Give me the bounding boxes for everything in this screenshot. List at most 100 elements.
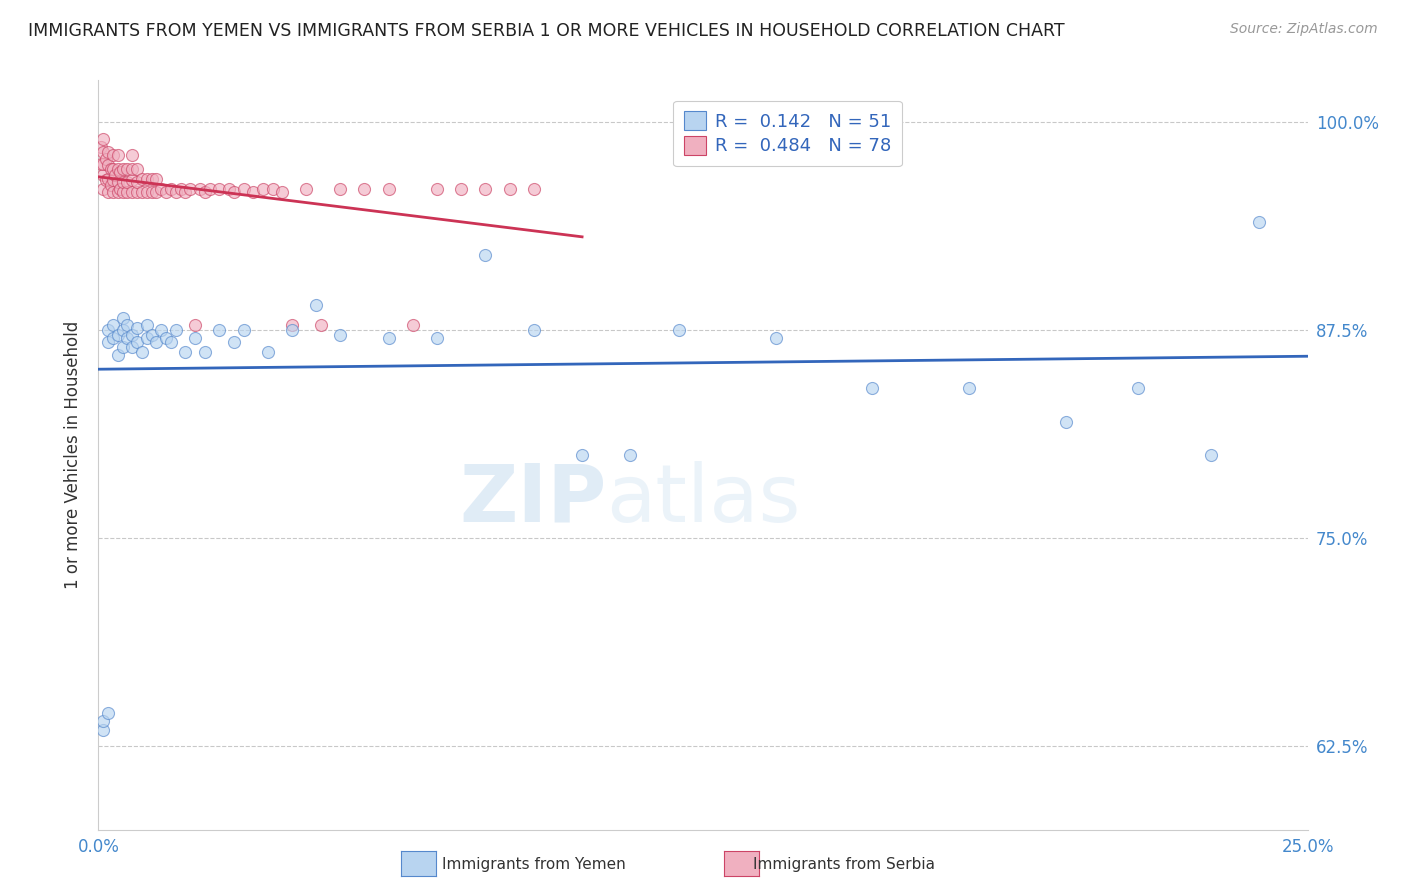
Point — [765, 331, 787, 345]
Point — [179, 181, 201, 195]
Point — [402, 318, 425, 332]
Point — [121, 185, 143, 199]
Point — [91, 131, 114, 145]
Point — [160, 334, 183, 349]
Point — [91, 145, 114, 159]
Point — [97, 323, 120, 337]
Point — [97, 706, 120, 720]
Point — [1199, 448, 1222, 462]
Point — [160, 181, 183, 195]
Point — [329, 328, 352, 343]
Point — [111, 311, 134, 326]
Point — [208, 323, 231, 337]
Point — [194, 344, 217, 359]
Point — [101, 161, 124, 176]
Point — [145, 334, 167, 349]
Point — [97, 145, 120, 159]
Point — [150, 181, 173, 195]
Point — [232, 323, 254, 337]
Point — [242, 185, 264, 199]
Point — [107, 175, 129, 189]
Point — [111, 340, 134, 354]
Point — [141, 328, 163, 343]
Text: Source: ZipAtlas.com: Source: ZipAtlas.com — [1230, 22, 1378, 37]
Point — [194, 185, 217, 199]
Point — [127, 185, 149, 199]
Point — [218, 181, 240, 195]
Point — [111, 323, 134, 337]
Point — [1128, 381, 1150, 395]
Point — [127, 161, 149, 176]
Point — [101, 148, 124, 162]
Point — [107, 185, 129, 199]
Point — [619, 448, 641, 462]
Point — [198, 181, 221, 195]
Point — [165, 185, 187, 199]
Point — [1054, 415, 1077, 429]
Point — [145, 185, 167, 199]
Point — [271, 185, 294, 199]
Point — [305, 298, 328, 312]
Point — [1249, 215, 1271, 229]
Point — [222, 334, 245, 349]
Point — [127, 175, 149, 189]
Point — [222, 185, 245, 199]
Point — [155, 185, 177, 199]
Point — [169, 181, 191, 195]
Point — [498, 181, 520, 195]
Text: Immigrants from Serbia: Immigrants from Serbia — [752, 857, 935, 872]
Point — [91, 181, 114, 195]
Point — [91, 168, 114, 182]
Point — [135, 185, 157, 199]
Point — [121, 148, 143, 162]
Text: Immigrants from Yemen: Immigrants from Yemen — [443, 857, 626, 872]
Point — [91, 156, 114, 170]
Text: atlas: atlas — [606, 461, 800, 539]
Point — [121, 173, 143, 187]
Point — [174, 344, 197, 359]
Point — [117, 161, 139, 176]
Point — [252, 181, 274, 195]
Point — [108, 165, 131, 179]
Point — [100, 161, 122, 176]
Point — [97, 158, 120, 172]
Point — [145, 171, 167, 186]
Point — [117, 185, 139, 199]
Point — [131, 171, 153, 186]
Point — [426, 181, 449, 195]
Point — [131, 185, 153, 199]
Point — [474, 248, 496, 262]
Point — [97, 334, 120, 349]
Point — [188, 181, 211, 195]
Point — [107, 161, 129, 176]
Point — [571, 448, 593, 462]
Point — [91, 723, 114, 737]
Point — [121, 328, 143, 343]
Point — [107, 348, 129, 362]
Point — [426, 331, 449, 345]
Point — [329, 181, 352, 195]
Point — [94, 173, 117, 187]
Point — [141, 185, 163, 199]
Point — [141, 171, 163, 186]
Text: ZIP: ZIP — [458, 461, 606, 539]
Point — [94, 152, 117, 166]
Point — [523, 181, 546, 195]
Point — [256, 344, 278, 359]
Point — [121, 161, 143, 176]
Point — [97, 171, 120, 186]
Point — [957, 381, 980, 395]
Point — [121, 340, 143, 354]
Point — [174, 185, 197, 199]
Point — [860, 381, 883, 395]
Point — [184, 318, 207, 332]
Point — [184, 331, 207, 345]
Point — [377, 331, 399, 345]
Point — [281, 323, 304, 337]
Point — [107, 328, 129, 343]
Point — [111, 161, 134, 176]
Text: IMMIGRANTS FROM YEMEN VS IMMIGRANTS FROM SERBIA 1 OR MORE VEHICLES IN HOUSEHOLD : IMMIGRANTS FROM YEMEN VS IMMIGRANTS FROM… — [28, 22, 1064, 40]
Point — [281, 318, 304, 332]
Y-axis label: 1 or more Vehicles in Household: 1 or more Vehicles in Household — [65, 321, 83, 589]
Point — [262, 181, 284, 195]
